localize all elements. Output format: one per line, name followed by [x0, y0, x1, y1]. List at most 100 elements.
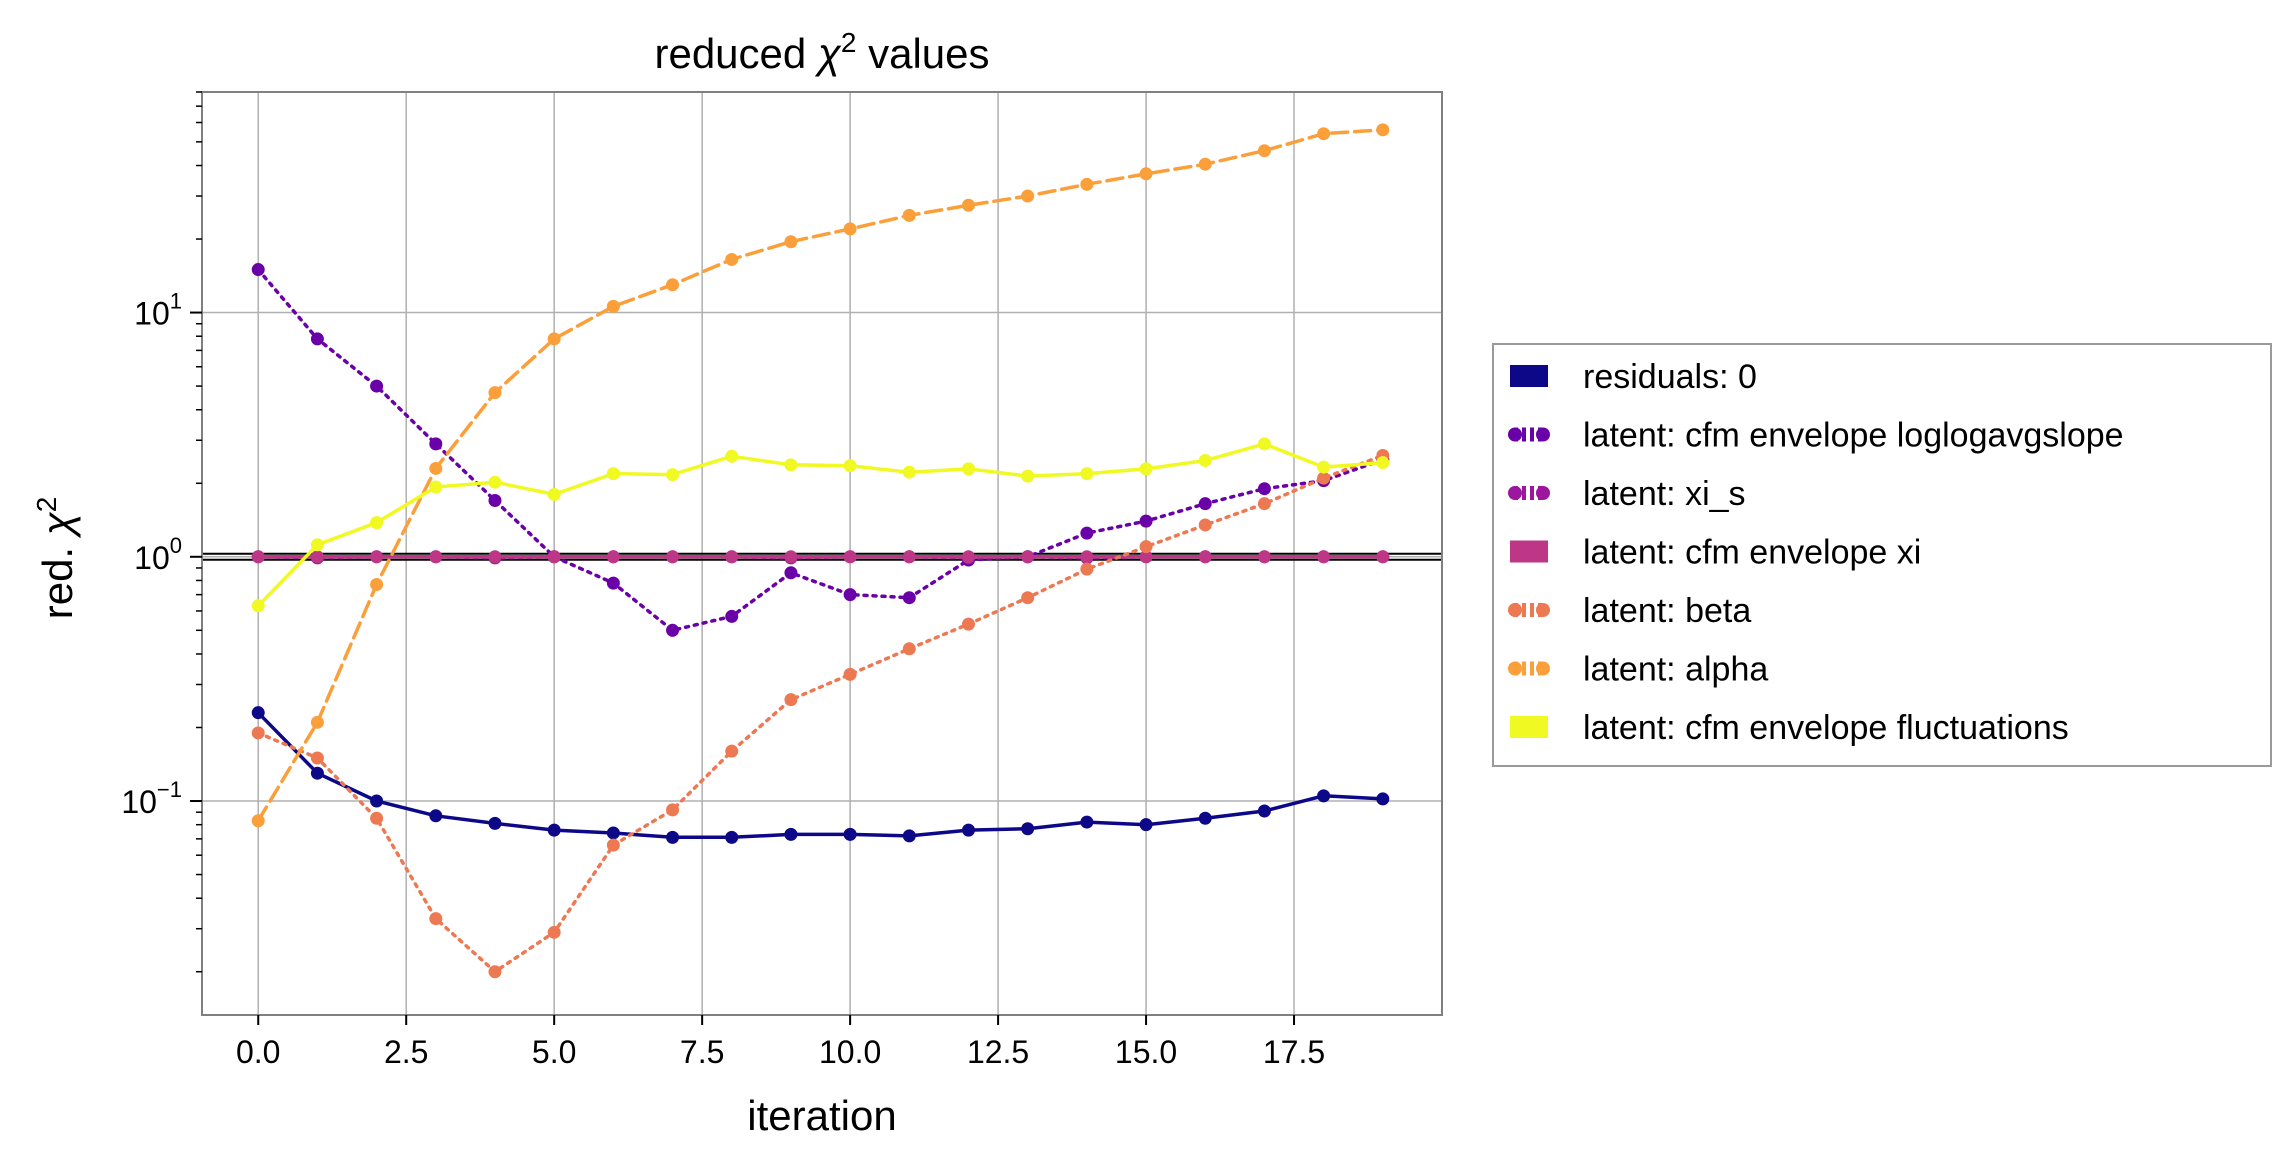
legend-label: latent: cfm envelope xi	[1583, 534, 1921, 572]
data-point	[370, 550, 384, 564]
data-point	[429, 550, 443, 564]
data-point	[1139, 514, 1153, 528]
legend-swatch-dot	[1536, 427, 1550, 442]
legend: residuals: 0 latent: cfm envelope logloga…	[1492, 343, 2272, 767]
x-axis-ticks: 0.0 2.5 5.0 7.5 10.0 12.5 15.0 17.5	[236, 1015, 1325, 1070]
data-point	[1257, 497, 1271, 511]
data-point	[1139, 167, 1153, 181]
data-point	[1080, 550, 1094, 564]
data-point	[547, 823, 561, 837]
legend-label: latent: cfm envelope fluctuations	[1583, 709, 2069, 747]
data-point	[784, 458, 798, 472]
data-point	[1080, 467, 1094, 481]
legend-label: latent: xi_s	[1583, 475, 1746, 513]
data-point	[429, 437, 443, 451]
legend-swatch-dot	[1508, 486, 1522, 500]
legend-item: latent: alpha	[1508, 651, 1768, 689]
legend-swatch-dot	[1508, 427, 1522, 442]
y-tick-exponent: 0	[170, 533, 182, 558]
data-point	[310, 715, 324, 729]
x-tick-label: 7.5	[680, 1034, 724, 1070]
data-point	[1021, 189, 1035, 203]
data-point	[547, 550, 561, 564]
data-point	[725, 744, 739, 758]
data-point	[488, 816, 502, 830]
data-point	[488, 386, 502, 400]
legend-swatch	[1508, 486, 1550, 500]
data-point	[902, 642, 916, 656]
y-axis-label-sup: 2	[31, 497, 62, 513]
data-point	[1198, 518, 1212, 532]
data-point	[725, 252, 739, 266]
data-point	[251, 550, 265, 564]
data-point	[488, 494, 502, 508]
series-line	[256, 128, 1385, 823]
data-point	[843, 222, 857, 236]
data-point	[310, 751, 324, 765]
legend-label: latent: cfm envelope loglogavgslope	[1583, 417, 2124, 455]
series-line	[256, 442, 1385, 608]
chart-title-symbol: χ	[814, 30, 842, 77]
data-point	[429, 809, 443, 823]
data-point	[1376, 456, 1390, 470]
data-point	[961, 617, 975, 631]
data-point	[902, 465, 916, 479]
data-point	[666, 550, 680, 564]
data-point	[606, 467, 620, 481]
data-point	[1198, 157, 1212, 171]
data-point	[251, 599, 265, 613]
data-point	[725, 449, 739, 463]
data-point	[843, 459, 857, 473]
y-tick-exponent: −1	[157, 777, 182, 802]
y-axis-label: red. χ2	[31, 497, 81, 620]
series-0	[251, 706, 1390, 844]
data-point	[961, 462, 975, 476]
legend-swatch-dot	[1536, 603, 1550, 617]
data-point	[666, 803, 680, 817]
legend-swatch	[1508, 661, 1550, 676]
legend-item: latent: cfm envelope loglogavgslope	[1508, 417, 2124, 455]
legend-item: latent: xi_s	[1508, 475, 1746, 513]
legend-item: latent: beta	[1508, 592, 1751, 630]
data-point	[370, 578, 384, 592]
y-tick-exponent: 1	[170, 289, 182, 314]
data-point	[725, 609, 739, 623]
series-5	[251, 123, 1390, 828]
chart-title-suffix: values	[856, 30, 989, 77]
data-point	[1080, 177, 1094, 191]
legend-label: residuals: 0	[1583, 358, 1757, 396]
data-point	[784, 693, 798, 707]
y-tick-base: 10	[134, 540, 170, 576]
data-point	[1257, 550, 1271, 564]
data-point	[310, 766, 324, 780]
chart-title-prefix: reduced	[654, 30, 817, 77]
x-tick-label: 12.5	[967, 1034, 1029, 1070]
data-point	[902, 208, 916, 222]
y-tick-label: 100	[134, 533, 182, 576]
data-point	[784, 235, 798, 249]
data-point	[1376, 792, 1390, 806]
y-tick-label: 10−1	[121, 777, 182, 820]
y-axis-label-symbol: χ	[34, 511, 81, 539]
data-point	[370, 811, 384, 825]
x-tick-label: 17.5	[1263, 1034, 1325, 1070]
series-line	[256, 453, 1385, 974]
data-point	[1317, 127, 1331, 141]
legend-swatch	[1510, 540, 1548, 563]
series-3	[251, 550, 1390, 564]
data-point	[843, 550, 857, 564]
x-axis-label: iteration	[747, 1092, 896, 1139]
data-point	[488, 965, 502, 979]
data-point	[1317, 789, 1331, 803]
data-point	[1198, 497, 1212, 511]
series-6	[251, 437, 1390, 613]
x-tick-label: 10.0	[819, 1034, 881, 1070]
reference-line	[202, 552, 1442, 561]
data-point	[784, 827, 798, 841]
data-point	[310, 332, 324, 346]
legend-swatch	[1510, 716, 1548, 738]
data-point	[1198, 453, 1212, 467]
data-point	[666, 623, 680, 637]
data-point	[784, 566, 798, 580]
